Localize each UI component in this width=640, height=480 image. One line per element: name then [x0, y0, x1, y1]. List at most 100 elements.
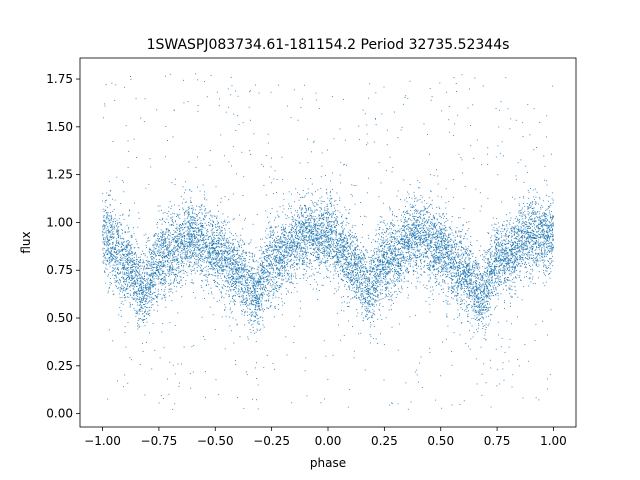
data-point — [309, 229, 311, 231]
data-point — [390, 263, 391, 264]
data-point — [181, 260, 183, 262]
data-point — [108, 239, 110, 241]
data-point — [301, 226, 302, 228]
data-point — [479, 267, 481, 269]
data-point — [163, 246, 165, 248]
data-point — [371, 316, 372, 318]
data-point — [140, 274, 142, 276]
data-point — [382, 233, 384, 235]
data-point — [228, 252, 230, 254]
data-point — [293, 342, 295, 344]
data-point — [174, 279, 176, 281]
data-point — [501, 228, 503, 230]
data-point — [104, 256, 106, 258]
data-point — [504, 270, 506, 272]
data-point — [224, 260, 226, 261]
data-point — [336, 192, 338, 194]
data-point — [351, 241, 353, 243]
data-point — [268, 255, 270, 257]
data-point — [166, 247, 168, 249]
data-point — [500, 258, 502, 260]
data-point — [156, 267, 157, 269]
data-point — [330, 180, 332, 182]
data-point — [440, 256, 442, 258]
data-point — [519, 249, 520, 251]
data-point — [465, 233, 467, 235]
data-point — [142, 307, 144, 309]
data-point — [122, 248, 124, 250]
data-point — [369, 83, 371, 85]
data-point — [463, 278, 465, 280]
data-point — [225, 306, 227, 308]
data-point — [210, 254, 212, 256]
data-point — [514, 260, 516, 262]
data-point — [397, 277, 399, 279]
data-point — [539, 217, 541, 219]
data-point — [482, 303, 484, 305]
data-point — [391, 403, 393, 404]
data-point — [304, 255, 306, 257]
data-point — [462, 256, 464, 258]
data-point — [152, 243, 154, 245]
data-point — [531, 250, 533, 252]
data-point — [329, 246, 331, 248]
data-point — [341, 242, 343, 244]
data-point — [170, 266, 171, 268]
data-point — [324, 252, 325, 254]
data-point — [201, 258, 203, 260]
data-point — [326, 253, 328, 254]
data-point — [343, 164, 345, 166]
data-point — [443, 261, 445, 263]
data-point — [385, 295, 387, 297]
data-point — [296, 251, 298, 253]
data-point — [283, 244, 285, 246]
data-point — [109, 204, 111, 206]
data-point — [342, 245, 344, 247]
data-point — [515, 242, 517, 244]
data-point — [458, 153, 460, 155]
data-point — [543, 247, 545, 249]
data-point — [230, 284, 232, 286]
data-point — [503, 221, 505, 222]
data-point — [325, 216, 327, 218]
data-point — [434, 265, 435, 267]
data-point — [237, 264, 239, 266]
data-point — [260, 328, 262, 330]
data-point — [351, 290, 353, 291]
data-point — [363, 282, 365, 284]
data-point — [266, 257, 268, 259]
data-point — [510, 118, 512, 120]
data-point — [548, 237, 550, 239]
data-point — [447, 245, 449, 247]
data-point — [395, 279, 397, 281]
data-point — [499, 276, 501, 278]
data-point — [482, 323, 484, 325]
data-point — [202, 223, 203, 224]
data-point — [386, 252, 388, 254]
data-point — [380, 277, 382, 279]
data-point — [285, 218, 287, 219]
data-point — [294, 256, 296, 258]
data-point — [174, 324, 176, 326]
data-point — [144, 304, 145, 305]
data-point — [233, 260, 235, 262]
data-point — [156, 296, 157, 298]
data-point — [254, 261, 256, 263]
data-point — [265, 271, 267, 273]
data-point — [106, 235, 108, 236]
data-point — [129, 276, 131, 278]
data-point — [209, 306, 211, 308]
data-point — [281, 156, 283, 158]
data-point — [254, 254, 256, 256]
data-point — [462, 281, 464, 283]
data-point — [348, 266, 350, 268]
data-point — [319, 249, 320, 251]
data-point — [438, 267, 439, 269]
data-point — [136, 282, 138, 284]
data-point — [436, 248, 438, 250]
data-point — [129, 305, 131, 307]
data-point — [337, 221, 338, 223]
data-point — [204, 251, 205, 253]
data-point — [476, 294, 478, 296]
data-point — [124, 86, 126, 88]
